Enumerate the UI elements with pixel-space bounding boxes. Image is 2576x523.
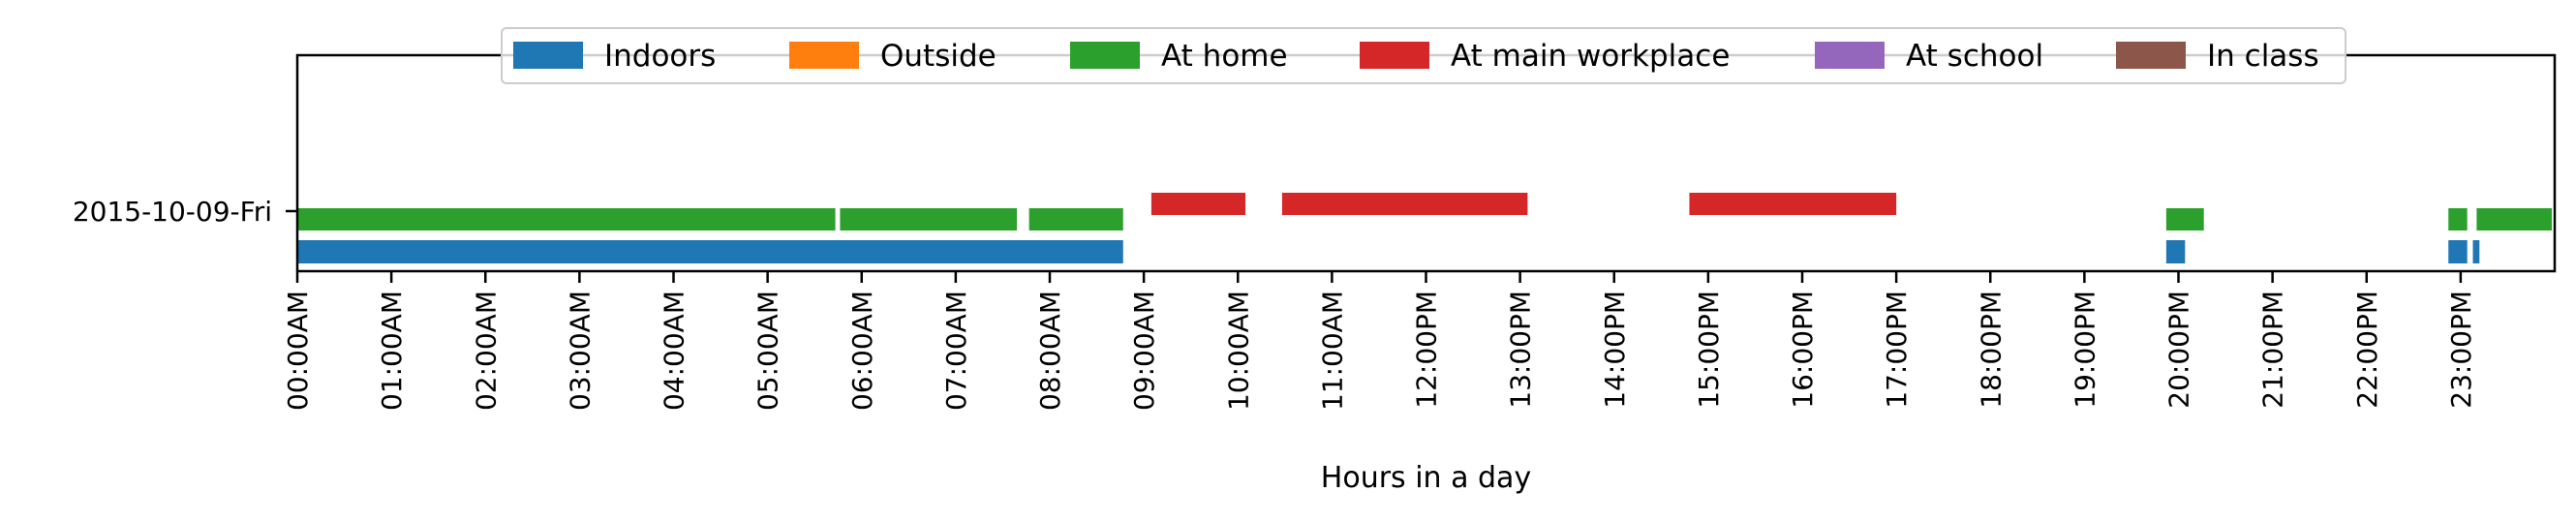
x-tick-label: 22:00PM (2351, 291, 2383, 409)
indoors-interval-bar (297, 240, 1123, 263)
x-tick-label: 01:00AM (376, 291, 408, 411)
x-tick-label: 18:00PM (1975, 291, 2007, 409)
x-tick-label: 21:00PM (2257, 291, 2289, 409)
plot-frame (295, 53, 2557, 273)
at-main-workplace-interval-bar (1281, 193, 1528, 215)
x-axis-label: Hours in a day (1321, 461, 1531, 495)
legend-swatch (513, 42, 583, 69)
x-tick-label: 16:00PM (1787, 291, 1819, 409)
y-axis: 2015-10-09-Fri (73, 196, 297, 228)
legend: Indoors Outside At home At main workplace At… (501, 27, 2346, 84)
legend-swatch (789, 42, 859, 69)
at-home-interval-bar (2165, 208, 2204, 231)
x-tick-label: 14:00PM (1599, 291, 1631, 409)
legend-label: Outside (880, 39, 997, 74)
legend-label: At main workplace (1451, 39, 1730, 74)
x-tick-label: 09:00AM (1128, 291, 1160, 411)
at-home-interval-bar (1028, 208, 1123, 231)
x-tick-label: 20:00PM (2163, 291, 2195, 409)
indoors-interval-bar (2448, 240, 2468, 263)
y-tick-label: 2015-10-09-Fri (73, 196, 272, 228)
at-home-interval-bar (840, 208, 1018, 231)
x-tick-label: 05:00AM (752, 291, 784, 411)
x-tick-label: 15:00PM (1693, 291, 1725, 409)
x-tick-label: 19:00PM (2069, 291, 2101, 409)
x-tick-label: 11:00AM (1316, 291, 1348, 411)
x-tick-label: 03:00AM (564, 291, 596, 411)
x-tick-label: 04:00AM (659, 291, 690, 411)
legend-label: At home (1161, 39, 1288, 74)
at-home-interval-bar (2448, 208, 2468, 231)
indoors-interval-bar (2472, 240, 2480, 263)
x-tick-label: 17:00PM (1881, 291, 1913, 409)
x-tick-label: 02:00AM (470, 291, 502, 411)
x-tick-label: 06:00AM (846, 291, 878, 411)
legend-swatch (1070, 42, 1140, 69)
at-main-workplace-interval-bar (1150, 193, 1246, 215)
x-tick-label: 07:00AM (940, 291, 972, 411)
at-main-workplace-interval-bar (1689, 193, 1897, 215)
x-tick-label: 08:00AM (1034, 291, 1066, 411)
legend-swatch (1815, 42, 1885, 69)
x-axis: 00:00AM 01:00AM 02:00AM 03:00AM 04:00AM 05:00… (282, 271, 2477, 411)
indoors-interval-bar (2165, 240, 2186, 263)
legend-label: At school (1906, 39, 2043, 74)
at-home-interval-bar (297, 208, 836, 231)
legend-swatch (1360, 42, 1429, 69)
chart-marks (297, 193, 2553, 263)
x-tick-label: 12:00PM (1411, 291, 1443, 409)
x-tick-label: 13:00PM (1505, 291, 1537, 409)
legend-label: Indoors (604, 39, 716, 74)
x-tick-label: 00:00AM (282, 291, 314, 411)
at-home-interval-bar (2476, 208, 2553, 231)
legend-swatch (2116, 42, 2186, 69)
x-tick-label: 10:00AM (1222, 291, 1254, 411)
legend-label: In class (2207, 39, 2319, 74)
x-tick-label: 23:00PM (2445, 291, 2477, 409)
